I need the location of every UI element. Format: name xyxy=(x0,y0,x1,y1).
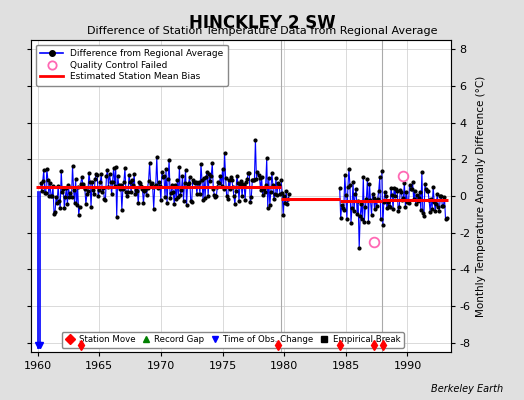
Text: Difference of Station Temperature Data from Regional Average: Difference of Station Temperature Data f… xyxy=(87,26,437,36)
Legend: Station Move, Record Gap, Time of Obs. Change, Empirical Break: Station Move, Record Gap, Time of Obs. C… xyxy=(62,332,403,348)
Text: Berkeley Earth: Berkeley Earth xyxy=(431,384,503,394)
Y-axis label: Monthly Temperature Anomaly Difference (°C): Monthly Temperature Anomaly Difference (… xyxy=(476,75,486,317)
Text: HINCKLEY 2 SW: HINCKLEY 2 SW xyxy=(189,14,335,32)
